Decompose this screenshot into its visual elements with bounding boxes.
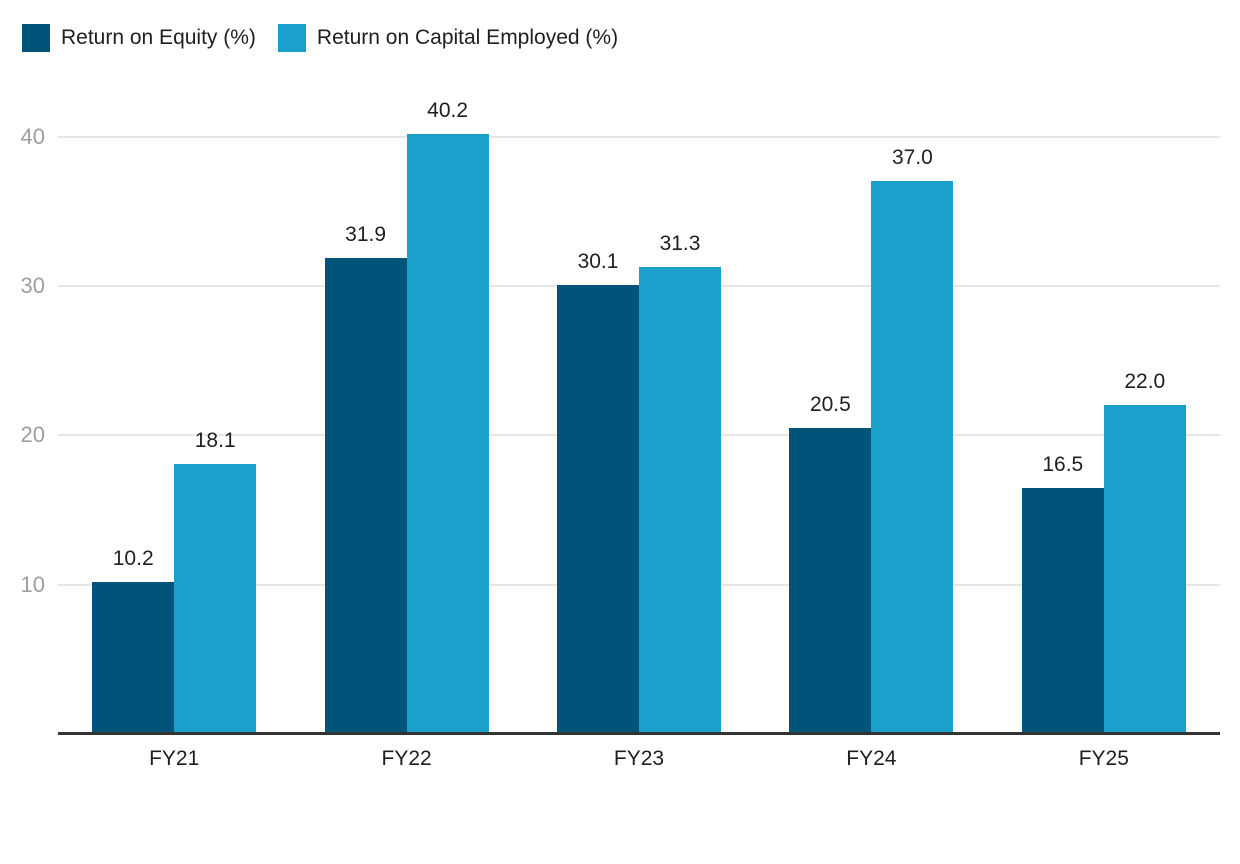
value-label-fy21-series-1: 18.1 — [194, 428, 236, 452]
y-tick-label-20: 20 — [20, 422, 45, 448]
bar-fy24-series-1[interactable] — [871, 181, 954, 734]
value-label-fy21-series-0: 10.2 — [112, 546, 154, 570]
value-label-fy22-series-1: 40.2 — [427, 98, 469, 122]
value-label-fy25-series-0: 16.5 — [1042, 452, 1084, 476]
x-tick-label-fy22: FY22 — [381, 747, 432, 770]
value-label-fy23-series-1: 31.3 — [659, 231, 701, 255]
legend-item-return-on-capital-employed: Return on Capital Employed (%) — [277, 24, 619, 52]
bar-fy22-series-1[interactable] — [406, 133, 489, 734]
value-label-fy22-series-0: 31.9 — [345, 222, 387, 246]
legend: Return on Equity (%) Return on Capital E… — [22, 24, 618, 52]
legend-swatch-return-on-capital-employed — [277, 24, 306, 52]
bar-fy24-series-0[interactable] — [789, 427, 872, 734]
value-label-fy25-series-1: 22.0 — [1124, 370, 1166, 394]
y-tick-label-40: 40 — [20, 123, 45, 149]
x-tick-label-fy24: FY24 — [846, 747, 897, 770]
gridline-40 — [58, 135, 1220, 138]
bar-fy25-series-1[interactable] — [1103, 405, 1186, 734]
legend-swatch-return-on-equity — [22, 24, 50, 52]
bar-fy25-series-0[interactable] — [1021, 487, 1104, 734]
legend-label-return-on-equity: Return on Equity (%) — [61, 26, 256, 49]
y-axis: 10 20 30 40 — [0, 62, 45, 734]
y-tick-label-10: 10 — [20, 571, 45, 597]
value-label-fy24-series-0: 20.5 — [809, 392, 851, 416]
legend-item-return-on-equity: Return on Equity (%) — [22, 24, 256, 52]
bar-fy21-series-0[interactable] — [92, 581, 175, 734]
y-tick-label-30: 30 — [20, 273, 45, 298]
legend-label-return-on-capital-employed: Return on Capital Employed (%) — [316, 26, 619, 49]
plot-area: 10.2 18.1 31.9 40.2 30.1 31.3 20.5 37.0 16.5 22.0 — [58, 62, 1220, 735]
x-tick-label-fy25: FY25 — [1078, 747, 1129, 770]
x-tick-label-fy23: FY23 — [613, 747, 665, 770]
bar-fy23-series-0[interactable] — [557, 284, 639, 734]
value-label-fy23-series-0: 30.1 — [577, 249, 619, 273]
x-axis-line — [58, 732, 1220, 735]
x-tick-label-fy21: FY21 — [149, 747, 200, 770]
x-axis: FY21 FY22 FY23 FY24 FY25 — [58, 746, 1220, 774]
value-label-fy24-series-1: 37.0 — [891, 146, 933, 170]
bar-fy23-series-1[interactable] — [639, 266, 721, 734]
bar-fy21-series-1[interactable] — [174, 463, 257, 734]
bar-fy22-series-0[interactable] — [324, 257, 407, 734]
